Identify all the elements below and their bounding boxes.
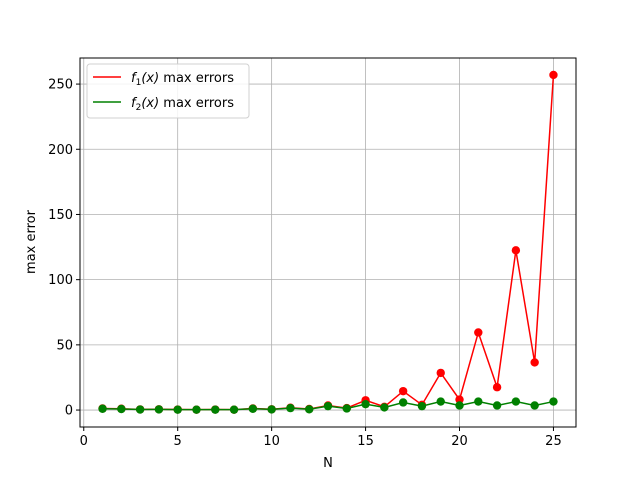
series-2-point (229, 405, 239, 414)
series-2-point (248, 404, 258, 413)
series-2-point (417, 401, 427, 411)
series-2-point (549, 397, 558, 406)
grid (80, 58, 576, 427)
y-tick-label: 100 (48, 273, 73, 288)
series-2-point (286, 403, 295, 413)
series-2-point (398, 398, 408, 407)
series-2 (98, 397, 558, 414)
series-2-point (135, 405, 145, 414)
y-axis-label: max error (24, 209, 39, 274)
series-2-point (173, 405, 182, 414)
series-1-point (492, 383, 502, 392)
x-ticks: 0 5 10 15 20 25 (80, 427, 562, 449)
series-1-point (511, 246, 521, 255)
x-tick-label: 20 (451, 434, 468, 449)
plot-frame (79, 57, 577, 428)
series-2-point (267, 405, 276, 414)
series-2-point (492, 401, 502, 410)
series-2-point (192, 405, 201, 414)
x-tick-label: 5 (174, 434, 182, 449)
series-2-point (361, 399, 370, 409)
series-1-point (549, 70, 558, 80)
y-tick-label: 150 (48, 208, 73, 223)
x-tick-label: 0 (80, 434, 88, 449)
legend-label: f2(x) max errors (131, 96, 234, 113)
series-2-point (98, 404, 107, 413)
y-tick-label: 0 (65, 404, 73, 419)
series-2-point (323, 401, 333, 411)
series-2-point (380, 403, 389, 412)
y-ticks: 0 50 100 150 200 250 (48, 78, 80, 419)
series-2-point (211, 405, 220, 414)
y-tick-label: 200 (48, 143, 73, 158)
series-2-point (474, 397, 483, 406)
x-tick-label: 15 (357, 434, 374, 449)
series-2-point (305, 405, 314, 414)
series-1-point (436, 368, 445, 378)
series-1-point (530, 358, 539, 367)
series-2-point (511, 397, 521, 406)
series-2-point (342, 404, 351, 413)
x-tick-label: 10 (263, 434, 280, 449)
y-tick-label: 50 (56, 338, 73, 353)
series-1-point (398, 386, 408, 396)
series-2-point (117, 404, 126, 414)
x-tick-label: 25 (545, 434, 562, 449)
series-2-point (154, 405, 164, 414)
y-tick-label: 250 (48, 78, 73, 93)
series-2-point (436, 397, 445, 406)
legend-label: f1(x) max errors (131, 71, 234, 88)
x-axis-label: N (323, 456, 333, 471)
series-layer (98, 70, 558, 414)
legend-box (86, 63, 250, 119)
series-1-point (455, 395, 464, 404)
legend: f1(x) max errors f2(x) max errors (86, 63, 250, 119)
series-2-point (530, 401, 539, 410)
series-2-point (455, 401, 464, 410)
series-1-point (474, 328, 483, 337)
